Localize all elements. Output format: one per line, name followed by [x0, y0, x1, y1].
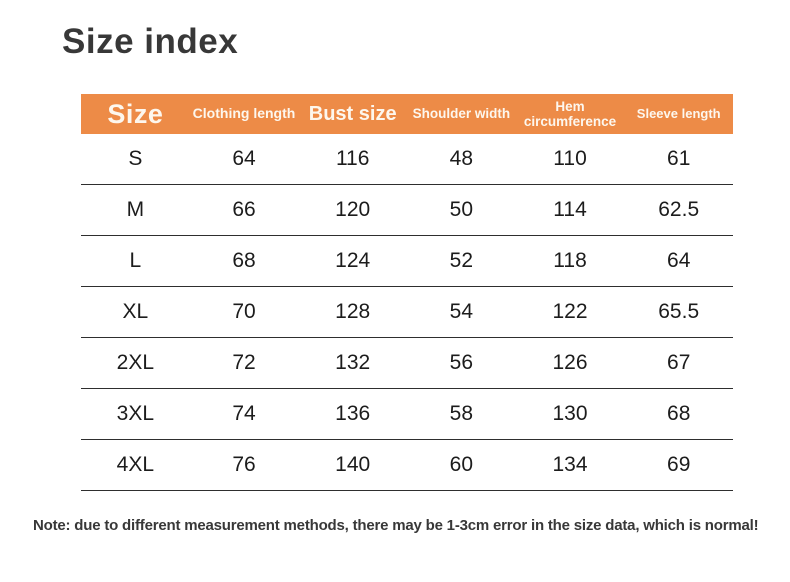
header-cell-size: Size: [107, 98, 164, 129]
header-cell-bust-size: Bust size: [308, 102, 397, 125]
header-cell-clothing-length: Clothing length: [192, 105, 296, 122]
size-table: Size Clothing length Bust size Shoulder …: [81, 94, 733, 491]
table-row: XL 70 128 54 122 65.5: [81, 287, 733, 338]
size-cell: 2XL: [116, 351, 155, 374]
value-cell: 64: [667, 249, 691, 272]
page-title: Size index: [62, 22, 239, 61]
table-row: 3XL 74 136 58 130 68: [81, 389, 733, 440]
value-cell: 136: [335, 402, 371, 425]
value-cell: 130: [552, 402, 588, 425]
table-row: 2XL 72 132 56 126 67: [81, 338, 733, 389]
value-cell: 50: [449, 198, 474, 221]
size-cell: XL: [122, 300, 149, 323]
value-cell: 128: [335, 300, 371, 323]
header-cell-shoulder-width: Shoulder width: [412, 106, 511, 122]
value-cell: 58: [449, 402, 474, 425]
value-cell: 124: [335, 249, 371, 272]
value-cell: 70: [232, 300, 256, 323]
value-cell: 68: [232, 249, 256, 272]
value-cell: 56: [449, 351, 474, 374]
size-cell: S: [128, 147, 143, 170]
value-cell: 116: [335, 147, 370, 170]
size-cell: 3XL: [116, 402, 155, 425]
value-cell: 126: [552, 351, 588, 374]
table-row: M 66 120 50 114 62.5: [81, 185, 733, 236]
value-cell: 76: [232, 453, 256, 476]
value-cell: 66: [232, 198, 256, 221]
value-cell: 64: [232, 147, 256, 170]
table-row: 4XL 76 140 60 134 69: [81, 440, 733, 491]
value-cell: 61: [667, 147, 691, 170]
value-cell: 74: [232, 402, 256, 425]
size-cell: L: [129, 249, 142, 272]
table-row: S 64 116 48 110 61: [81, 134, 733, 185]
note-text: Note: due to different measurement metho…: [33, 517, 759, 534]
size-cell: M: [126, 198, 145, 221]
value-cell: 132: [335, 351, 371, 374]
value-cell: 134: [552, 453, 588, 476]
value-cell: 62.5: [658, 198, 700, 221]
value-cell: 118: [553, 249, 587, 272]
value-cell: 65.5: [658, 300, 700, 323]
value-cell: 72: [232, 351, 256, 374]
value-cell: 120: [335, 198, 371, 221]
value-cell: 67: [667, 351, 691, 374]
table-row: L 68 124 52 118 64: [81, 236, 733, 287]
size-cell: 4XL: [116, 453, 155, 476]
value-cell: 114: [553, 198, 587, 221]
table-header-row: Size Clothing length Bust size Shoulder …: [81, 94, 733, 134]
value-cell: 54: [449, 300, 474, 323]
value-cell: 140: [335, 453, 371, 476]
value-cell: 68: [667, 402, 691, 425]
value-cell: 48: [449, 147, 474, 170]
value-cell: 69: [667, 453, 691, 476]
value-cell: 110: [553, 147, 587, 170]
value-cell: 60: [449, 453, 474, 476]
header-cell-sleeve-length: Sleeve length: [636, 105, 721, 121]
value-cell: 52: [449, 249, 474, 272]
value-cell: 122: [552, 300, 588, 323]
header-cell-hem-circumference: Hem circumference: [523, 98, 617, 129]
